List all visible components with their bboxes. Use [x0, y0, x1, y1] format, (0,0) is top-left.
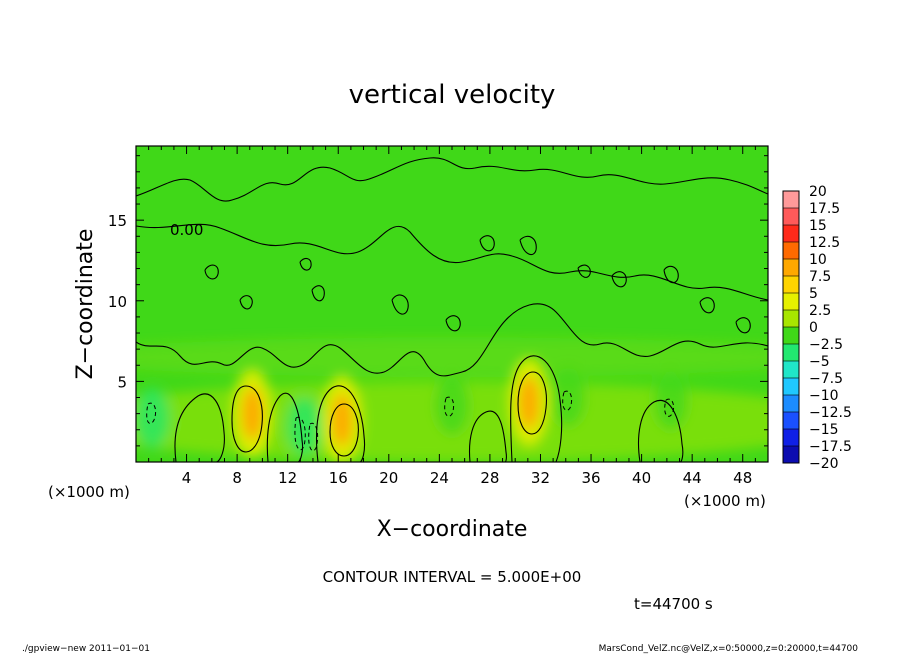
colorbar-label: −10 — [809, 388, 839, 404]
colorbar-swatch — [783, 259, 799, 277]
colorbar-swatch — [783, 361, 799, 379]
x-tick-label: 48 — [733, 469, 752, 487]
colorbar-label: 5 — [809, 286, 818, 302]
x-unit-left: (×1000 m) — [48, 483, 130, 501]
colorbar-swatch — [783, 293, 799, 311]
colorbar-label: −12.5 — [809, 405, 852, 421]
colorbar-label: 12.5 — [809, 235, 840, 251]
negative-contours — [146, 390, 675, 452]
y-tick-label: 5 — [117, 373, 127, 391]
x-tick-label: 24 — [430, 469, 449, 487]
colorbar-swatch — [783, 208, 799, 226]
contour-zero-upper — [136, 157, 768, 202]
x-tick-label: 28 — [480, 469, 499, 487]
x-tick-label: 36 — [581, 469, 600, 487]
colorbar-label: 17.5 — [809, 201, 840, 217]
x-tick-label: 44 — [683, 469, 702, 487]
contour-updraft-1 — [231, 385, 263, 453]
colorbar-swatch — [783, 310, 799, 328]
colorbar-label: 7.5 — [809, 269, 831, 285]
x-tick-label: 32 — [531, 469, 550, 487]
x-axis-ticks: 4 8 12 16 20 24 28 32 36 40 44 48 — [148, 146, 756, 487]
contour-value-label: 0.00 — [170, 221, 203, 239]
colorbar-swatch — [783, 191, 799, 209]
colorbar-label: 20 — [809, 184, 827, 200]
field-shading — [136, 337, 768, 462]
shading-band — [136, 337, 768, 378]
colorbar-label: −5 — [809, 354, 830, 370]
colorbar-label: 0 — [809, 320, 818, 336]
colorbar-swatch — [783, 446, 799, 464]
contour-interval: CONTOUR INTERVAL = 5.000E+00 — [323, 568, 582, 586]
contour-negative-2 — [294, 416, 319, 452]
x-tick-label: 8 — [232, 469, 242, 487]
colorbar-swatch — [783, 242, 799, 260]
contour-negative-3 — [444, 396, 455, 417]
contour-negative-4 — [562, 390, 573, 411]
downdraft-core — [136, 388, 171, 449]
updraft-core — [519, 376, 540, 429]
contour-updraft-3 — [517, 371, 547, 435]
colorbar-swatch — [783, 344, 799, 362]
colorbar-swatch — [783, 378, 799, 396]
footer-left: ./gpview−new 2011−01−01 — [22, 644, 150, 654]
contour-negative-1 — [146, 402, 157, 424]
colorbar-swatch — [783, 429, 799, 447]
colorbar-label: −2.5 — [809, 337, 843, 353]
x-tick-label: 4 — [182, 469, 192, 487]
colorbar-label: −7.5 — [809, 371, 843, 387]
y-tick-label: 10 — [108, 293, 127, 311]
y-axis-label: Z−coordinate — [73, 229, 98, 380]
downdraft-core — [652, 370, 689, 431]
contour-zero-eddies — [204, 235, 751, 334]
colorbar-label: 10 — [809, 252, 827, 268]
colorbar-label: −20 — [809, 456, 839, 472]
colorbar-label: −15 — [809, 422, 839, 438]
chart-title: vertical velocity — [349, 80, 556, 110]
contour-zero-lower — [136, 303, 768, 377]
colorbar: 2017.51512.5107.552.50−2.5−5−7.5−10−12.5… — [782, 184, 852, 472]
downdraft-core — [434, 375, 470, 436]
updraft-core — [332, 394, 353, 447]
y-axis-ticks: 5 10 15 — [108, 155, 768, 447]
time-stamp: t=44700 s — [634, 595, 713, 613]
x-tick-label: 16 — [329, 469, 348, 487]
colorbar-swatch — [783, 276, 799, 294]
updraft-core — [242, 387, 263, 440]
plot-area: 0.00 — [136, 146, 768, 462]
footer-right: MarsCond_VelZ.nc@VelZ,x=0:50000,z=0:2000… — [599, 644, 859, 654]
x-axis-label: X−coordinate — [377, 517, 528, 542]
colorbar-swatch — [783, 327, 799, 345]
colorbar-label: −17.5 — [809, 439, 852, 455]
x-tick-label: 40 — [632, 469, 651, 487]
contour-lines — [136, 157, 768, 462]
colorbar-swatch — [783, 412, 799, 430]
colorbar-swatch — [783, 225, 799, 243]
x-unit-right: (×1000 m) — [684, 492, 766, 510]
colorbar-swatch — [783, 395, 799, 413]
y-tick-label: 15 — [108, 212, 127, 230]
colorbar-label: 2.5 — [809, 303, 831, 319]
contour-updraft-2 — [329, 403, 359, 457]
downdraft-core — [550, 367, 587, 428]
contour-zero-convective — [174, 355, 684, 462]
x-tick-label: 20 — [379, 469, 398, 487]
x-tick-label: 12 — [278, 469, 297, 487]
colorbar-label: 15 — [809, 218, 827, 234]
contour-zero-middle — [136, 223, 768, 301]
